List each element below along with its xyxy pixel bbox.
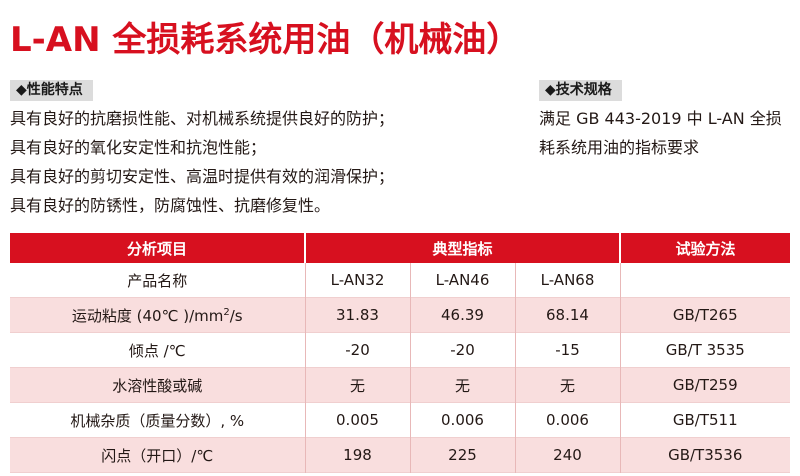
cell-item: 运动粘度 (40℃ )/mm2/s — [10, 297, 305, 333]
table-row: 机械杂质（质量分数）, % 0.005 0.006 0.006 GB/T511 — [10, 402, 790, 438]
table-header-row: 分析项目 典型指标 试验方法 — [10, 233, 790, 263]
cell-item: 倾点 /℃ — [128, 341, 186, 360]
header-test-method: 试验方法 — [619, 233, 790, 263]
cell-item: 水溶性酸或碱 — [10, 367, 305, 403]
cell-value: 240 — [514, 437, 620, 473]
table-row: 运动粘度 (40℃ )/mm2/s 31.83 46.39 68.14 GB/T… — [10, 297, 790, 333]
cell-method: GB/T265 — [619, 297, 790, 333]
cell-value: 225 — [409, 437, 515, 473]
features-heading: ◆性能特点 — [10, 80, 93, 101]
cell-method: GB/T3536 — [619, 437, 790, 473]
header-typical-values: 典型指标 — [304, 233, 620, 263]
spec-table: 分析项目 典型指标 试验方法 产品名称 L-AN32 L-AN46 L-AN68… — [10, 233, 790, 473]
spec-text: 满足 GB 443-2019 中 L-AN 全损耗系统用油的指标要求 — [539, 109, 782, 157]
cell-value: 198 — [304, 437, 410, 473]
cell-method: GB/T511 — [619, 402, 790, 438]
cell-value: -20 — [304, 332, 410, 368]
cell-value: 0.006 — [409, 402, 515, 438]
cell-method: GB/T259 — [619, 367, 790, 403]
cell-value: 0.006 — [514, 402, 620, 438]
table-row: 倾点 /℃ -20 -20 -15 GB/T 3535 — [10, 332, 790, 368]
cell-value: 无 — [304, 367, 410, 403]
cell-method: GB/T 3535 — [619, 332, 790, 368]
cell-value: L-AN68 — [514, 263, 620, 298]
cell-value: L-AN46 — [409, 263, 515, 298]
table-row: 产品名称 L-AN32 L-AN46 L-AN68 — [10, 263, 790, 298]
cell-value: 46.39 — [409, 297, 515, 333]
feature-item: 具有良好的剪切安定性、高温时提供有效的润滑保护； — [10, 167, 395, 186]
cell-value: -20 — [409, 332, 515, 368]
cell-method — [619, 263, 790, 298]
cell-value: 68.14 — [514, 297, 620, 333]
feature-item: 具有良好的抗磨损性能、对机械系统提供良好的防护； — [10, 109, 395, 128]
feature-item: 具有良好的氧化安定性和抗泡性能； — [10, 138, 267, 157]
table-row: 闪点（开口）/℃ 198 225 240 GB/T3536 — [10, 437, 790, 473]
table-row: 水溶性酸或碱 无 无 无 GB/T259 — [10, 367, 790, 403]
cell-item: 机械杂质（质量分数）, % — [70, 411, 245, 430]
cell-item: 闪点（开口）/℃ — [10, 437, 305, 473]
header-analysis-item: 分析项目 — [10, 233, 305, 263]
features-list: 具有良好的抗磨损性能、对机械系统提供良好的防护； 具有良好的氧化安定性和抗泡性能… — [10, 104, 394, 220]
cell-value: 0.005 — [304, 402, 410, 438]
cell-value: 31.83 — [304, 297, 410, 333]
cell-value: L-AN32 — [304, 263, 410, 298]
spec-heading: ◆技术规格 — [539, 80, 622, 101]
page-title: L-AN 全损耗系统用油（机械油） — [10, 20, 521, 60]
cell-value: 无 — [409, 367, 515, 403]
cell-item: 产品名称 — [127, 271, 188, 290]
feature-item: 具有良好的防锈性，防腐蚀性、抗磨修复性。 — [10, 196, 331, 215]
cell-value: -15 — [514, 332, 620, 368]
cell-value: 无 — [514, 367, 620, 403]
